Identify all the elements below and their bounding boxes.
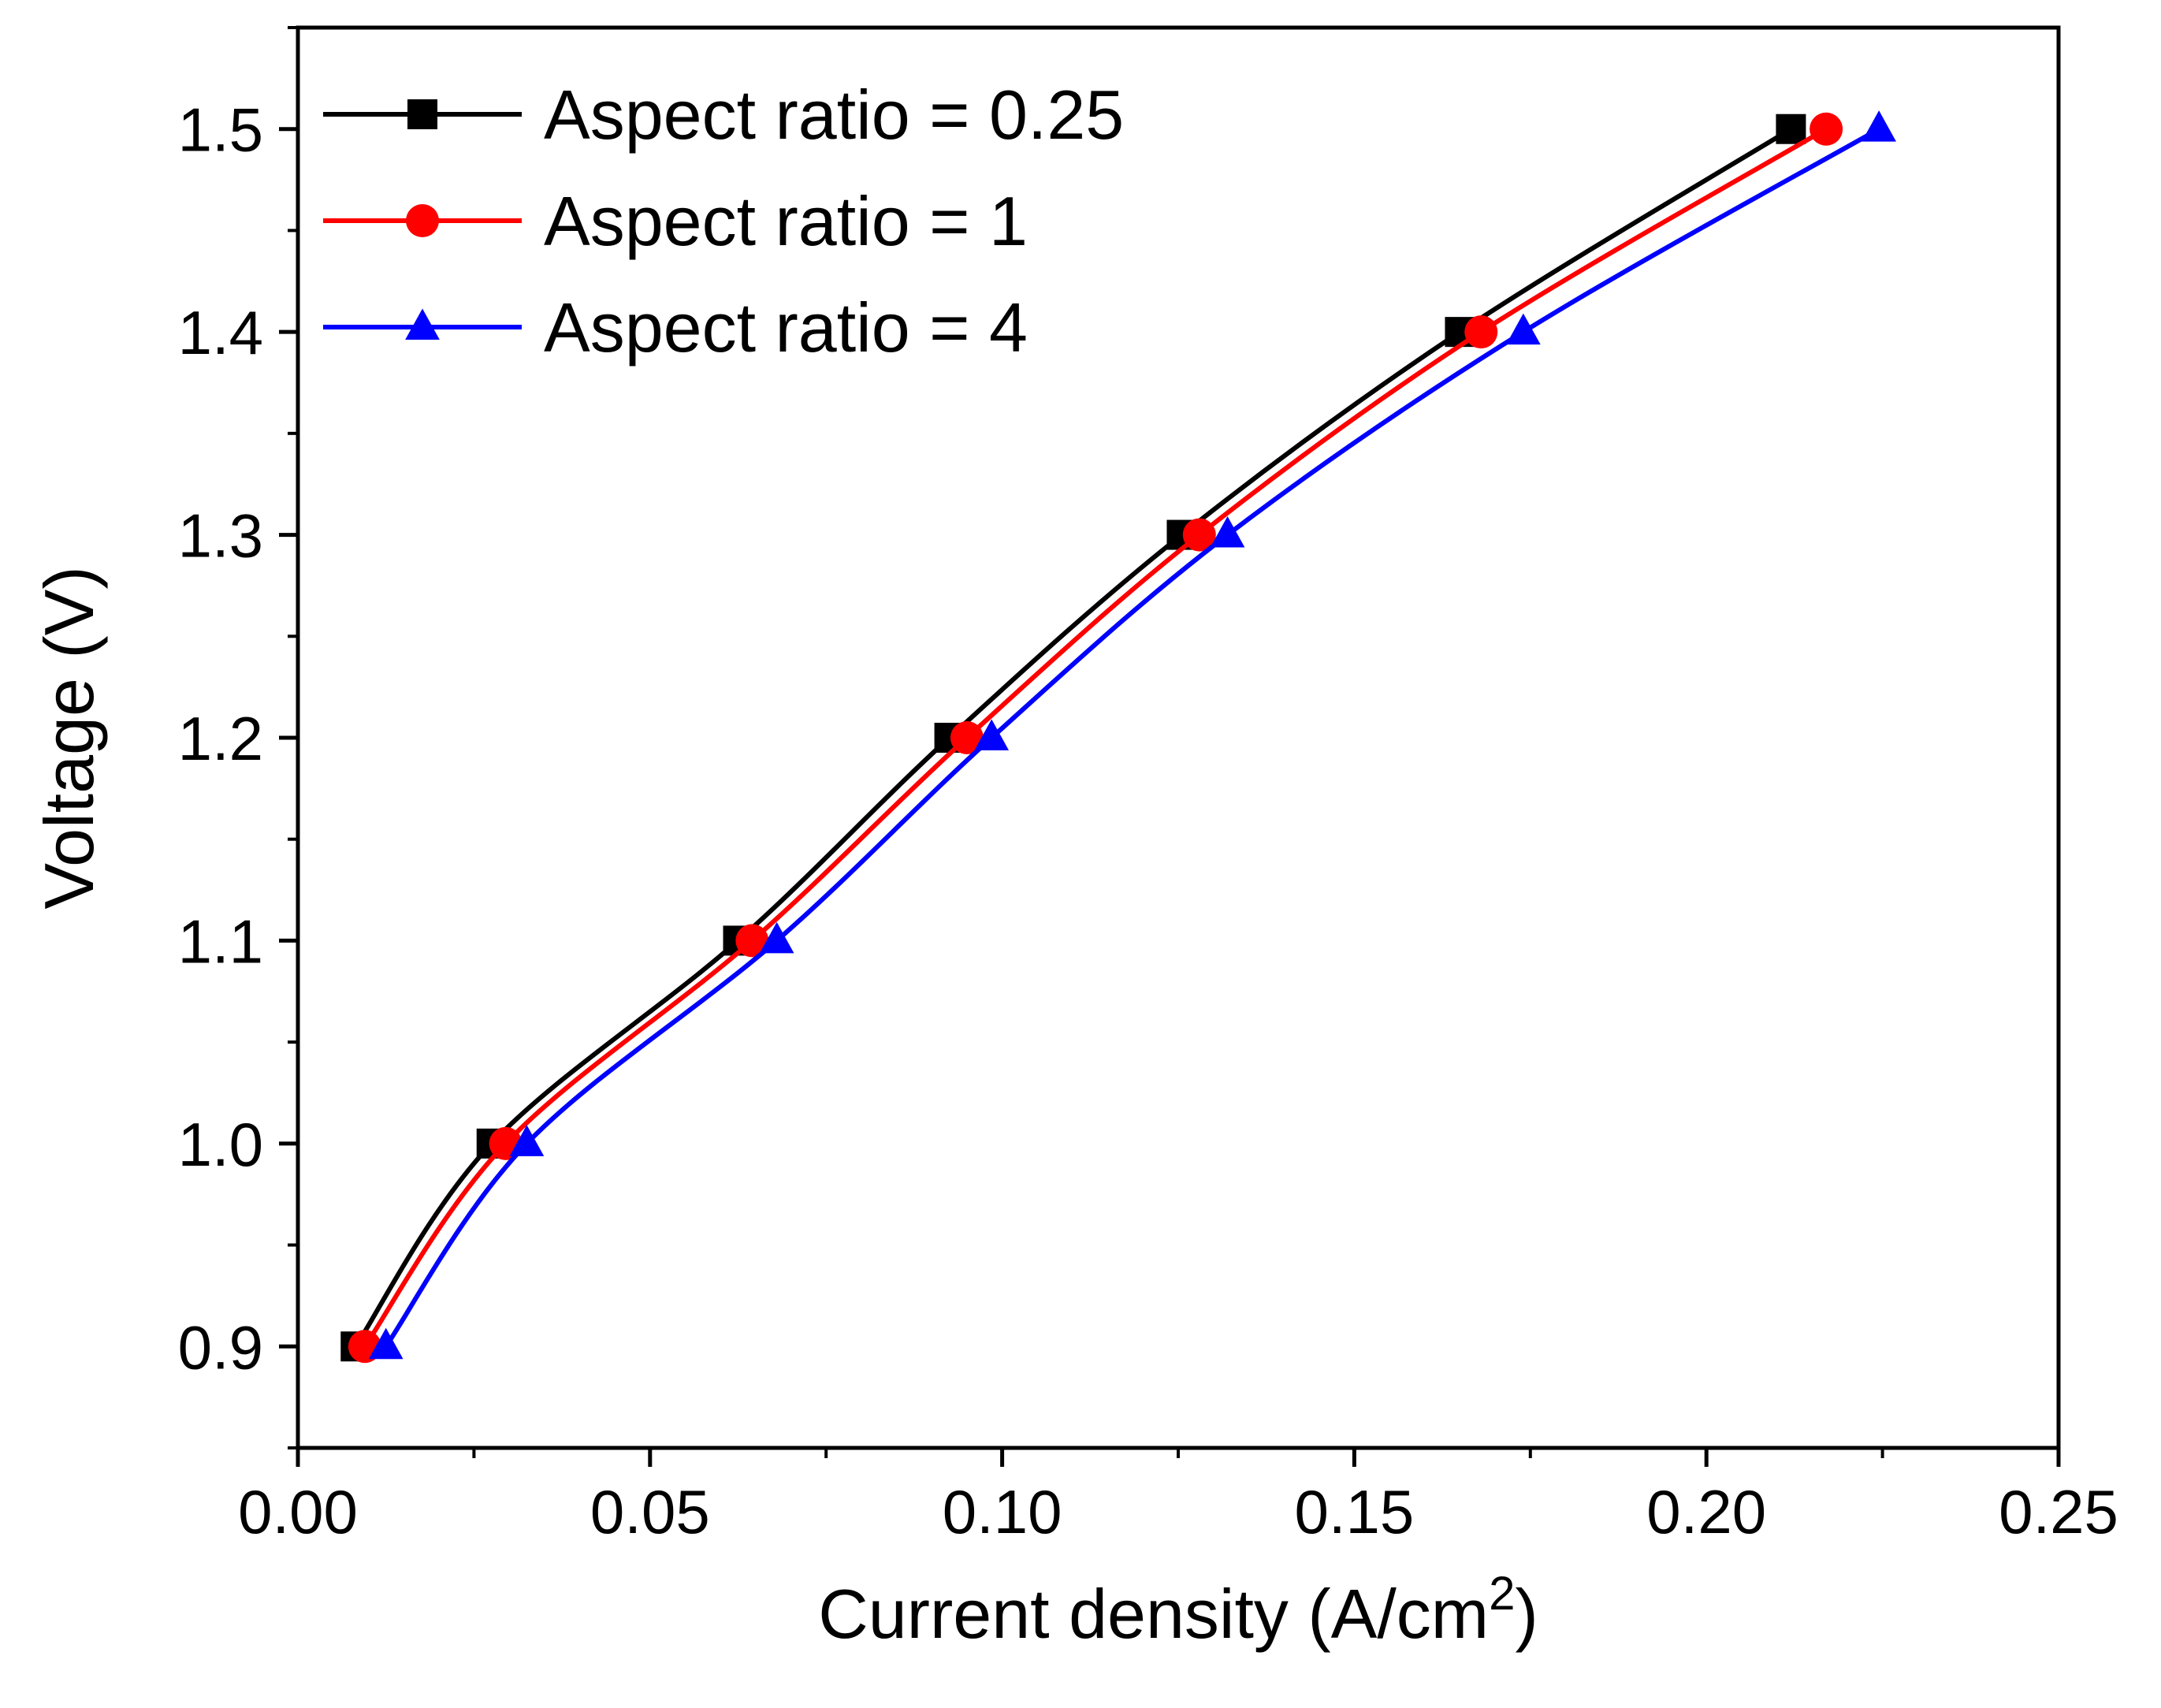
data-point xyxy=(950,721,984,754)
y-tick-label: 1.2 xyxy=(178,704,263,773)
x-tick-label: 0.00 xyxy=(238,1477,358,1546)
y-tick-label: 1.3 xyxy=(178,501,263,571)
legend-label: Aspect ratio = 4 xyxy=(544,288,1028,367)
y-tick-label: 1.1 xyxy=(178,906,263,976)
legend-item: Aspect ratio = 1 xyxy=(323,182,1028,260)
x-axis-title: Current density (A/cm2) xyxy=(818,1567,1538,1653)
x-tick-label: 0.15 xyxy=(1294,1477,1414,1546)
y-tick-label: 0.9 xyxy=(178,1312,263,1382)
data-point xyxy=(1810,112,1843,146)
data-point xyxy=(1182,518,1216,552)
legend-marker xyxy=(407,99,437,129)
ticks-layer: 0.00 0.05 0.10 0.15 0.20 0.25 0.9 1.0 1.1 1.2 1.3 1… xyxy=(178,26,2118,1546)
x-tick-label: 0.20 xyxy=(1646,1477,1766,1546)
data-point xyxy=(759,921,794,954)
data-point xyxy=(509,1125,545,1156)
data-point xyxy=(735,924,769,958)
legend-marker xyxy=(405,308,440,340)
series-line xyxy=(384,127,1880,1348)
data-point xyxy=(974,719,1010,750)
x-tick-label: 0.25 xyxy=(1999,1477,2118,1546)
data-point xyxy=(1506,313,1541,345)
y-tick-label: 1.4 xyxy=(178,298,263,367)
x-tick-label: 0.10 xyxy=(943,1477,1062,1546)
data-point xyxy=(1464,315,1498,349)
data-point xyxy=(368,1327,404,1360)
x-tick-label: 0.05 xyxy=(590,1477,710,1546)
series-3 xyxy=(368,110,1896,1360)
series-layer xyxy=(340,110,1896,1364)
data-point xyxy=(1776,113,1806,144)
legend-marker xyxy=(406,204,439,237)
legend-label: Aspect ratio = 0.25 xyxy=(544,76,1124,154)
data-point xyxy=(1210,516,1245,548)
data-point xyxy=(1862,110,1896,142)
legend-item: Aspect ratio = 0.25 xyxy=(323,76,1124,154)
y-tick-label: 1.0 xyxy=(178,1110,263,1179)
y-axis-title: Voltage (V) xyxy=(30,566,108,909)
x-axis-title-superscript: 2 xyxy=(1489,1567,1515,1620)
series-line xyxy=(363,127,1828,1348)
x-axis-title-suffix: ) xyxy=(1515,1575,1538,1653)
legend-item: Aspect ratio = 4 xyxy=(323,288,1028,367)
y-tick-label: 1.5 xyxy=(178,95,263,165)
x-axis-title-main: Current density (A/cm xyxy=(818,1575,1489,1653)
legend: Aspect ratio = 0.25 Aspect ratio = 1 Aspec… xyxy=(323,76,1124,367)
legend-label: Aspect ratio = 1 xyxy=(544,182,1028,260)
